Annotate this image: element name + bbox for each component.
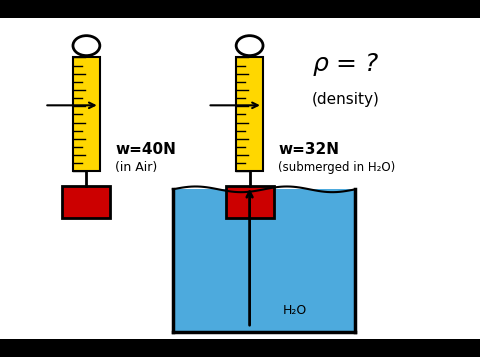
Text: (density): (density) <box>312 92 380 107</box>
Text: w=32N: w=32N <box>278 142 339 157</box>
Text: (in Air): (in Air) <box>115 161 157 174</box>
Bar <box>236 57 263 171</box>
Bar <box>0 0 480 18</box>
Bar <box>73 57 100 171</box>
Text: H₂O: H₂O <box>283 304 308 317</box>
Text: (submerged in H₂O): (submerged in H₂O) <box>278 161 396 174</box>
Bar <box>0 339 480 356</box>
Text: BF: BF <box>237 341 263 359</box>
Bar <box>226 186 274 218</box>
Text: w=40N: w=40N <box>115 142 176 157</box>
Bar <box>62 186 110 218</box>
Text: $\rho$ = ?: $\rho$ = ? <box>312 51 379 78</box>
Bar <box>173 189 355 332</box>
